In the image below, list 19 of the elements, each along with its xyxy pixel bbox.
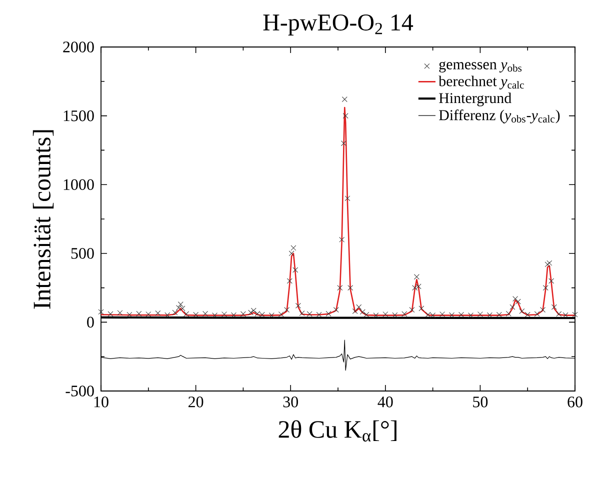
y-axis-title: Intensität [counts] [32, 130, 54, 309]
x-axis-title: 2θ Cu K$_{α}$[°] [278, 420, 396, 442]
chart-title: H-pwEO-O$_{2}$ 14 [263, 14, 414, 36]
y-tick-label: -500 [66, 386, 94, 396]
x-tick-label: 40 [378, 396, 393, 408]
legend-label: Differenz (y$_{obs}$-y$_{calc}$) [439, 110, 560, 124]
x-tick-label: 20 [188, 396, 204, 408]
y-tick-label: 1500 [64, 110, 94, 122]
legend-label: berechnet y$_{calc}$ [438, 76, 524, 90]
y-tick-label: 0 [87, 316, 94, 328]
x-tick-label: 60 [568, 396, 582, 408]
x-tick-label: 10 [94, 396, 108, 408]
legend-label: gemessen y$_{obs}$ [439, 62, 522, 72]
legend-label: Hintergrund [439, 92, 512, 106]
y-tick-label: 500 [71, 248, 94, 259]
x-tick-label: 50 [473, 396, 488, 408]
y-tick-label: 2000 [63, 42, 94, 52]
y-tick-label: 1000 [64, 179, 94, 190]
x-tick-label: 30 [283, 396, 298, 408]
